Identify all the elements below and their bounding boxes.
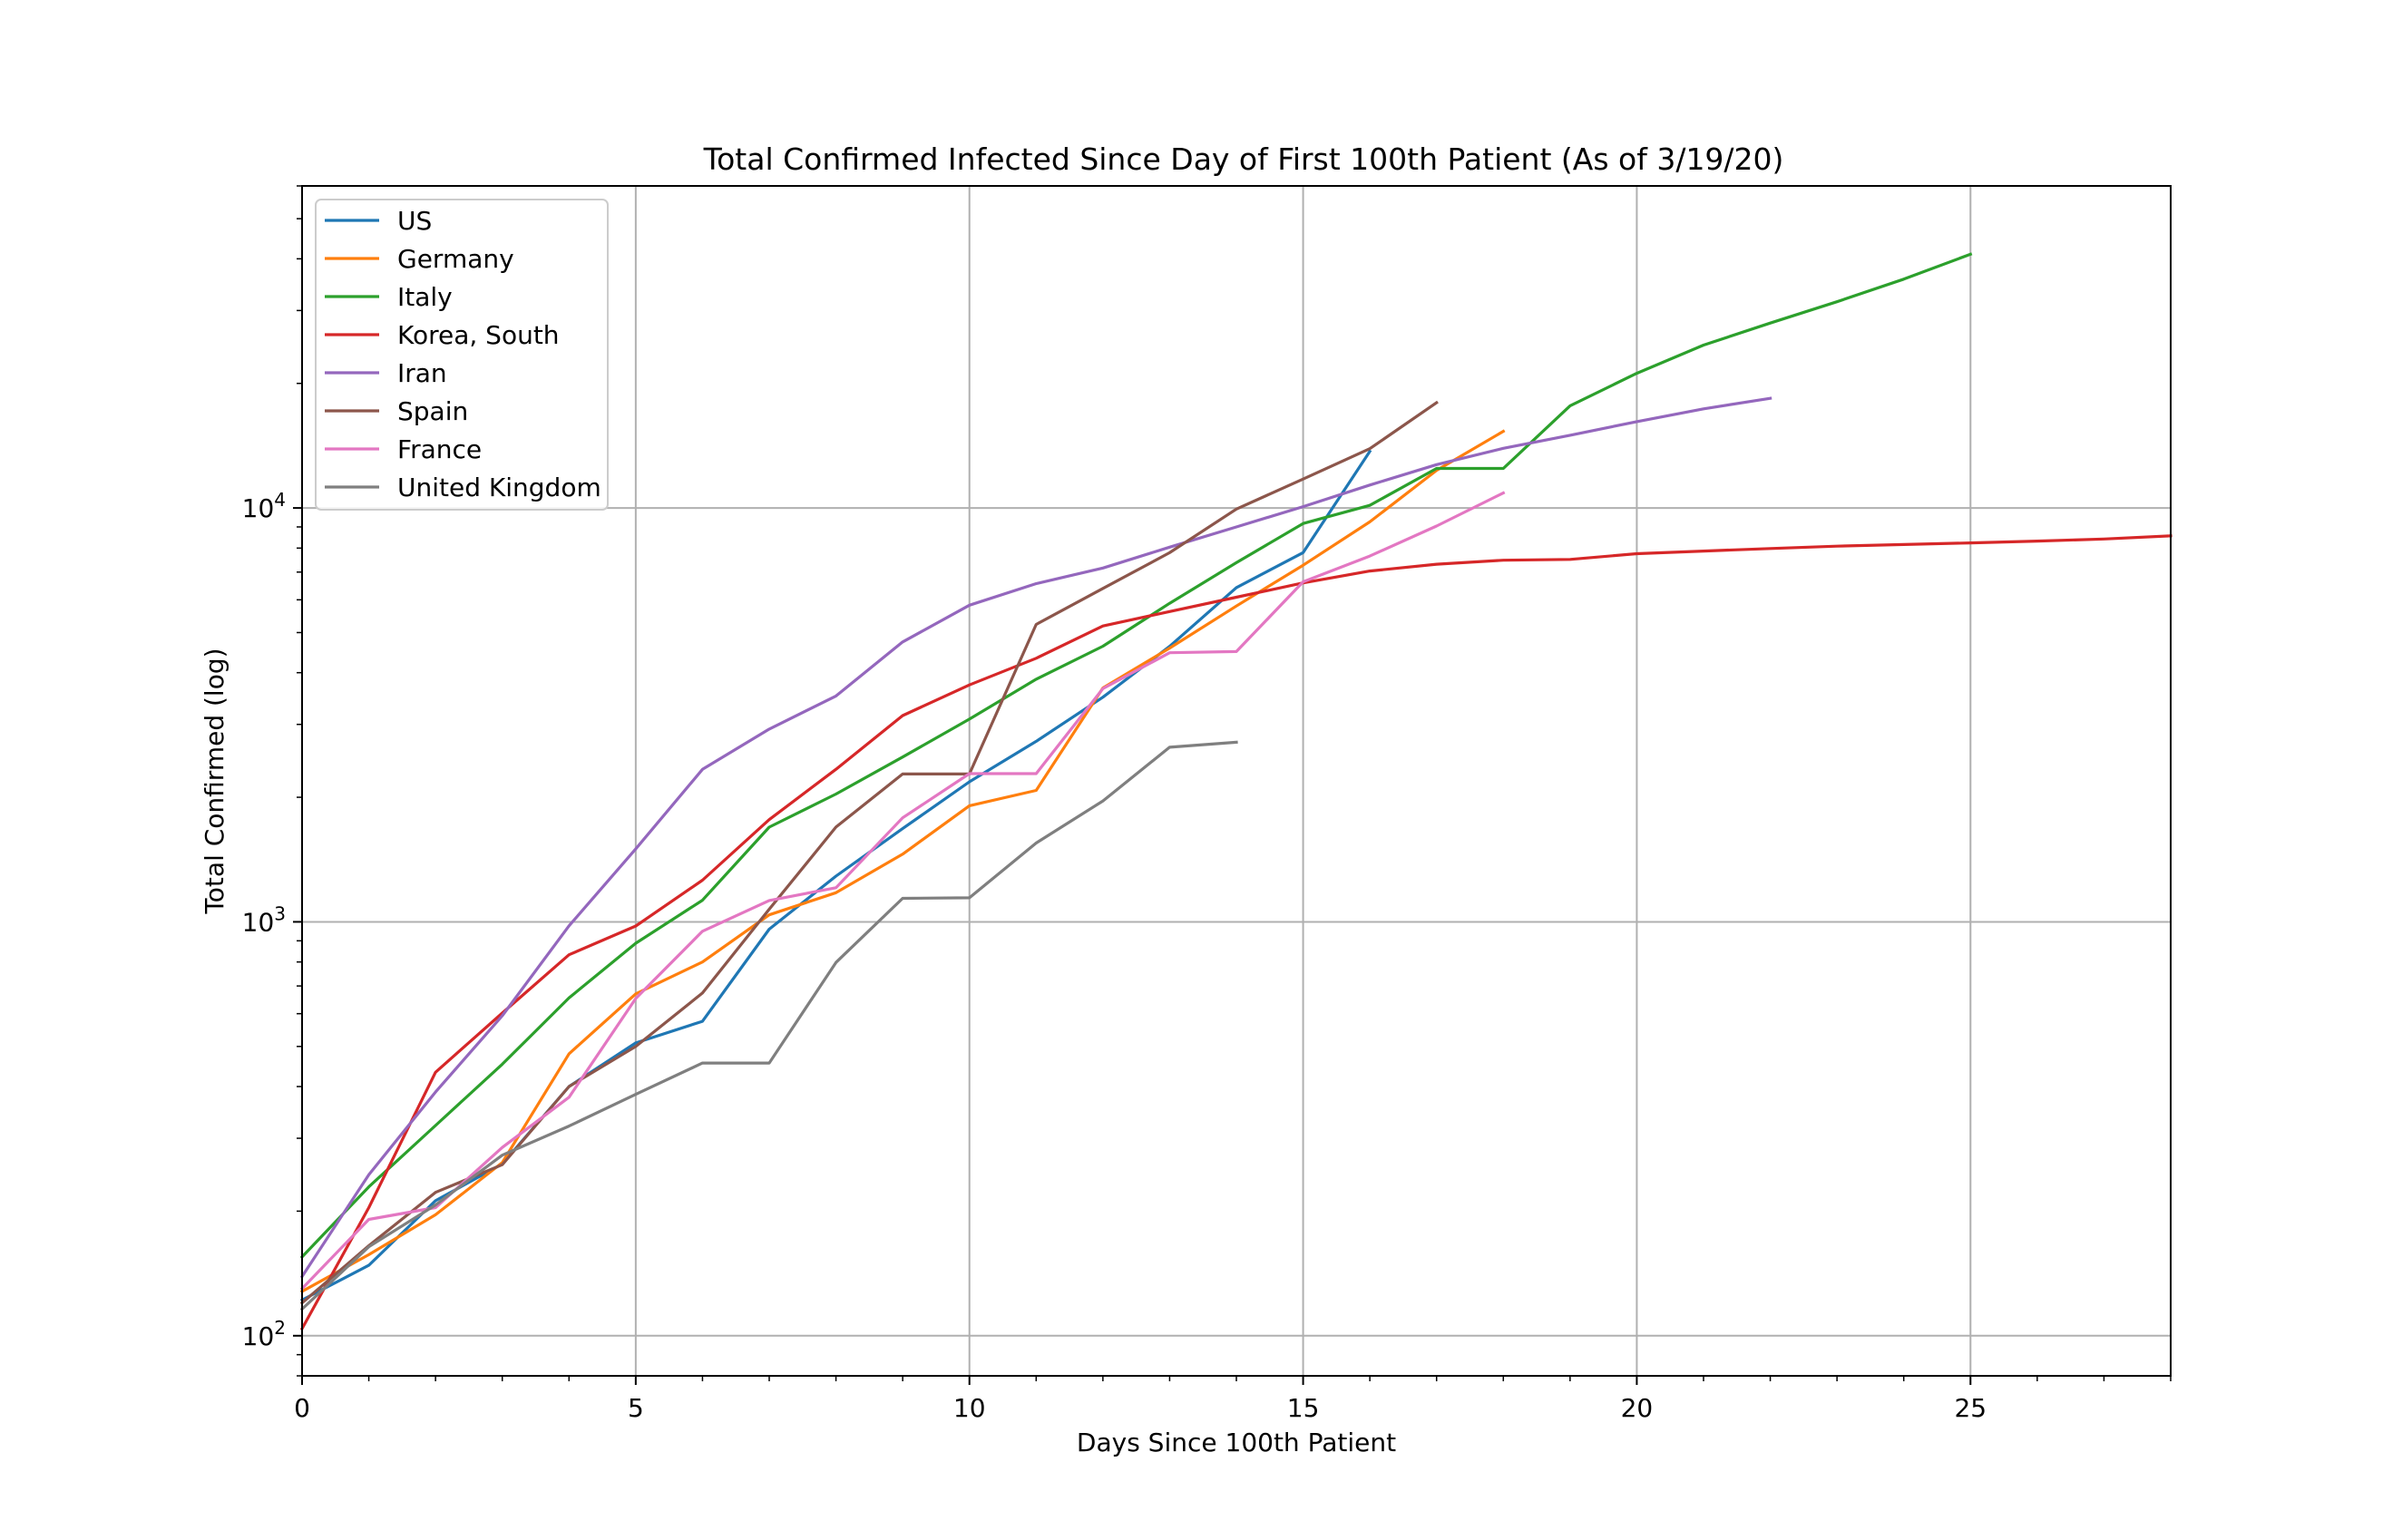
- series-line-united-kingdom: [299, 740, 1238, 1311]
- legend-label-spain: Spain: [397, 396, 468, 426]
- x-tick-label: 25: [1954, 1393, 1987, 1423]
- legend: US Germany Italy Korea, South Iran Spain Franc…: [315, 199, 609, 511]
- legend-label-iran: Iran: [397, 358, 447, 388]
- y-tick-label: 102: [242, 1317, 286, 1351]
- y-axis-label: Total Confirmed (log): [200, 648, 229, 914]
- series-line-italy: [299, 252, 1973, 1260]
- x-tick-label: 0: [294, 1393, 310, 1423]
- chart-title: Total Confirmed Infected Since Day of Fi…: [703, 141, 1784, 177]
- x-tick-label: 5: [628, 1393, 644, 1423]
- x-axis-label: Days Since 100th Patient: [1077, 1428, 1396, 1457]
- legend-box: [315, 199, 609, 511]
- y-tick-label: 103: [242, 902, 286, 937]
- plot-area: 0 5 10 15 20 25 102 103 104: [242, 185, 2173, 1423]
- legend-label-united-kingdom: United Kingdom: [397, 473, 601, 502]
- series-line-spain: [299, 400, 1439, 1305]
- y-tick-label: 104: [242, 489, 286, 523]
- x-tick-label: 10: [953, 1393, 986, 1423]
- x-axis-ticks: 0 5 10 15 20 25: [294, 1376, 2172, 1423]
- legend-label-germany: Germany: [397, 244, 514, 274]
- series-line-korea-south: [299, 534, 2173, 1331]
- x-tick-label: 20: [1621, 1393, 1654, 1423]
- legend-label-us: US: [397, 206, 432, 236]
- legend-label-korea-south: Korea, South: [397, 320, 560, 350]
- series-line-france: [299, 491, 1506, 1291]
- series-line-iran: [299, 396, 1772, 1279]
- series-lines: [299, 252, 2173, 1331]
- legend-label-france: France: [397, 434, 482, 464]
- series-line-us: [299, 449, 1372, 1302]
- y-axis-ticks: 102 103 104: [242, 185, 302, 1377]
- legend-label-italy: Italy: [397, 282, 453, 312]
- x-tick-label: 15: [1287, 1393, 1320, 1423]
